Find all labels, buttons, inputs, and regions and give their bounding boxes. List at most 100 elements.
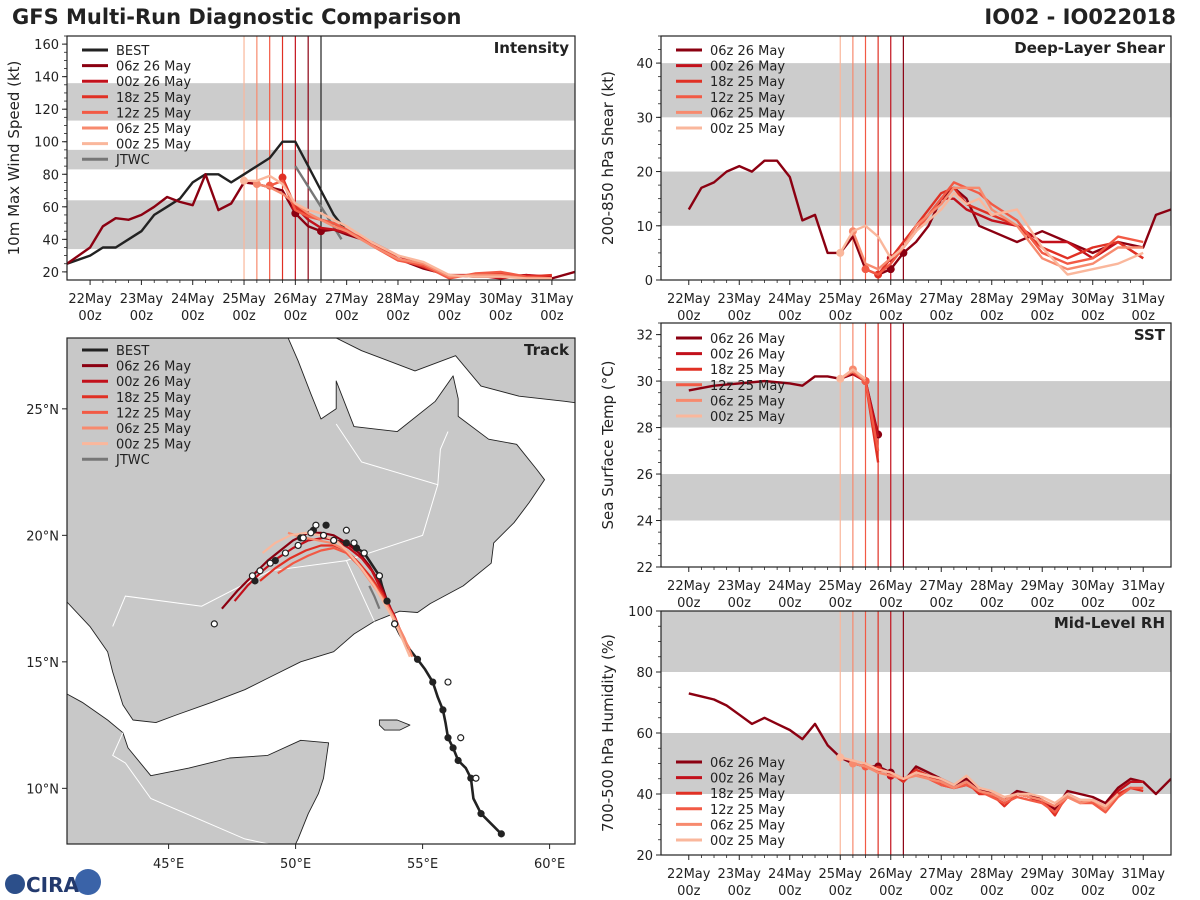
- intensity-ytick-label: 40: [42, 233, 59, 248]
- shear-legend-label: 06z 25 May: [710, 106, 785, 121]
- intensity-legend-label: JTWC: [115, 153, 150, 168]
- cira-logo: CIRA: [5, 869, 101, 897]
- rh-ylabel: 700-500 hPa Humidity (%): [599, 634, 617, 832]
- track-fix-5: [444, 734, 452, 742]
- socotra-land: [378, 719, 411, 731]
- intensity-xtick-hour: 00z: [489, 309, 513, 324]
- shear-xtick-day: 23May: [718, 292, 762, 307]
- track-fix-7: [429, 678, 437, 686]
- rh-ytick-label: 40: [636, 788, 653, 803]
- intensity-xtick-hour: 00z: [335, 309, 359, 324]
- track-ytick-label: 20°N: [26, 529, 59, 544]
- sst-legend-label: 06z 26 May: [710, 332, 785, 347]
- rh-xtick-day: 23May: [718, 867, 762, 882]
- track-legend-label: 18z 25 May: [116, 391, 191, 406]
- intensity-ytick-label: 60: [42, 201, 59, 216]
- track-fix-hollow-13: [294, 541, 302, 550]
- intensity-legend-label: 06z 25 May: [116, 122, 191, 137]
- shear-legend-label: 12z 25 May: [710, 91, 785, 106]
- track-fix-hollow-17: [248, 572, 257, 580]
- rh-panel: 20 40 60 80 100 22May 00z 23May 00z 24May 00z 25May…: [599, 605, 1172, 899]
- track-legend-label: 06z 25 May: [116, 422, 191, 437]
- shear-xtick-hour: 00z: [1132, 309, 1156, 324]
- intensity-ytick-label: 120: [34, 103, 59, 118]
- intensity-xtick-hour: 00z: [540, 309, 564, 324]
- sst-legend-label: 06z 25 May: [710, 394, 785, 409]
- track-fix-hollow-4: [375, 572, 384, 580]
- track-legend-label: 00z 25 May: [116, 438, 191, 453]
- track-fix-8: [413, 655, 422, 663]
- rh-xtick-hour: 00z: [829, 884, 853, 899]
- sst-ytick-label: 30: [636, 375, 653, 390]
- intensity-ytick-label: 20: [42, 266, 59, 281]
- shear-xtick-hour: 00z: [1031, 309, 1055, 324]
- shear-xtick-hour: 00z: [677, 309, 701, 324]
- intensity-legend-label: BEST: [116, 44, 149, 59]
- intensity-xtick-day: 29May: [428, 292, 472, 307]
- rh-xtick-hour: 00z: [1031, 884, 1055, 899]
- shear-xtick-hour: 00z: [980, 309, 1004, 324]
- track-fix-hollow-3: [391, 620, 399, 628]
- country-border-1: [345, 484, 439, 622]
- shear-panel: 0 10 20 30 40 22May 00z 23May 00z 24May 00z 25May 00…: [599, 35, 1172, 324]
- rh-xtick-hour: 00z: [879, 884, 903, 899]
- intensity-xtick-day: 22May: [68, 292, 112, 307]
- sst-xtick-hour: 00z: [980, 596, 1004, 611]
- rh-ytick-label: 60: [636, 727, 653, 742]
- shear-xtick-day: 24May: [768, 292, 812, 307]
- sst-xtick-day: 24May: [768, 579, 812, 594]
- sst-ytick-label: 32: [636, 329, 653, 344]
- track-fix-hollow-16: [256, 567, 264, 575]
- track-fix-hollow-12: [299, 534, 307, 542]
- track-legend-label: 00z 26 May: [116, 375, 191, 390]
- track-xtick-label: 60°E: [534, 857, 565, 872]
- track-fix-hollow-14: [281, 549, 290, 557]
- track-fix-hollow-10: [312, 521, 320, 529]
- intensity-ylabel: 10m Max Wind Speed (kt): [5, 61, 23, 256]
- shear-band-1: [661, 63, 1171, 118]
- intensity-legend-label: 18z 25 May: [116, 91, 191, 106]
- intensity-series-JTWC: [294, 165, 343, 240]
- sst-xtick-hour: 00z: [829, 596, 853, 611]
- intensity-legend-label: 00z 25 May: [116, 138, 191, 153]
- track-ytick-label: 10°N: [26, 782, 59, 797]
- rh-ytick-label: 20: [636, 849, 653, 864]
- rh-legend-label: 00z 26 May: [710, 772, 785, 787]
- track-fix-hollow-6: [350, 539, 358, 547]
- sst-ytick-label: 22: [636, 561, 653, 576]
- shear-xtick-day: 31May: [1122, 292, 1166, 307]
- rh-xtick-hour: 00z: [728, 884, 752, 899]
- africa-land: [67, 693, 330, 844]
- figure-title: GFS Multi-Run Diagnostic Comparison: [12, 5, 461, 29]
- rh-xtick-hour: 00z: [778, 884, 802, 899]
- track-ytick-label: 25°N: [26, 403, 59, 418]
- sst-legend-label: 12z 25 May: [710, 379, 785, 394]
- shear-xtick-hour: 00z: [1081, 309, 1105, 324]
- intensity-ytick-label: 80: [42, 168, 59, 183]
- shear-xtick-day: 27May: [920, 292, 964, 307]
- shear-xtick-day: 25May: [819, 292, 863, 307]
- intensity-marker-06z-25-May-0: [252, 180, 261, 189]
- sst-marker-00z-25-May-0: [836, 374, 845, 383]
- sst-xtick-hour: 00z: [677, 596, 701, 611]
- shear-title: Deep-Layer Shear: [1014, 39, 1165, 57]
- sst-ytick-label: 28: [636, 422, 653, 437]
- shear-xtick-day: 26May: [869, 292, 913, 307]
- track-fix-hollow-1: [457, 734, 465, 742]
- sst-xtick-day: 31May: [1122, 579, 1166, 594]
- intensity-panel: 20 40 60 80 100 120 140 160 22May 00z 23May 00z 24Ma…: [5, 35, 576, 324]
- rh-xtick-hour: 00z: [980, 884, 1004, 899]
- intensity-xtick-day: 30May: [479, 292, 523, 307]
- track-fix-2: [467, 774, 475, 782]
- shear-legend-label: 18z 25 May: [710, 75, 785, 90]
- shear-ytick-label: 10: [636, 220, 653, 235]
- intensity-xtick-hour: 00z: [438, 309, 462, 324]
- shear-marker-12z-25-May-0: [861, 265, 870, 274]
- track-line-JTWC: [368, 585, 381, 610]
- intensity-xtick-day: 24May: [171, 292, 215, 307]
- shear-xtick-day: 22May: [667, 292, 711, 307]
- shear-marker-00z-25-May-0: [836, 248, 845, 257]
- intensity-series-00z-25-May: [244, 174, 552, 280]
- track-line-BEST: [333, 539, 503, 835]
